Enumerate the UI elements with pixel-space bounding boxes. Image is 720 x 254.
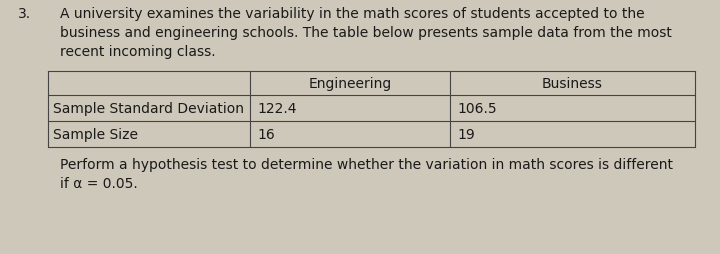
Text: A university examines the variability in the math scores of students accepted to: A university examines the variability in…: [60, 7, 644, 21]
Bar: [48, 72, 695, 147]
Text: 3.: 3.: [18, 7, 31, 21]
Text: business and engineering schools. The table below presents sample data from the : business and engineering schools. The ta…: [60, 26, 672, 40]
Text: 106.5: 106.5: [457, 102, 497, 116]
Text: Engineering: Engineering: [308, 77, 392, 91]
Text: recent incoming class.: recent incoming class.: [60, 45, 215, 59]
Text: 122.4: 122.4: [257, 102, 297, 116]
Text: Perform a hypothesis test to determine whether the variation in math scores is d: Perform a hypothesis test to determine w…: [60, 157, 673, 171]
Text: Sample Standard Deviation: Sample Standard Deviation: [53, 102, 244, 116]
Text: 16: 16: [257, 128, 275, 141]
Text: Sample Size: Sample Size: [53, 128, 138, 141]
Text: if α = 0.05.: if α = 0.05.: [60, 176, 138, 190]
Text: 19: 19: [457, 128, 474, 141]
Text: Business: Business: [542, 77, 603, 91]
